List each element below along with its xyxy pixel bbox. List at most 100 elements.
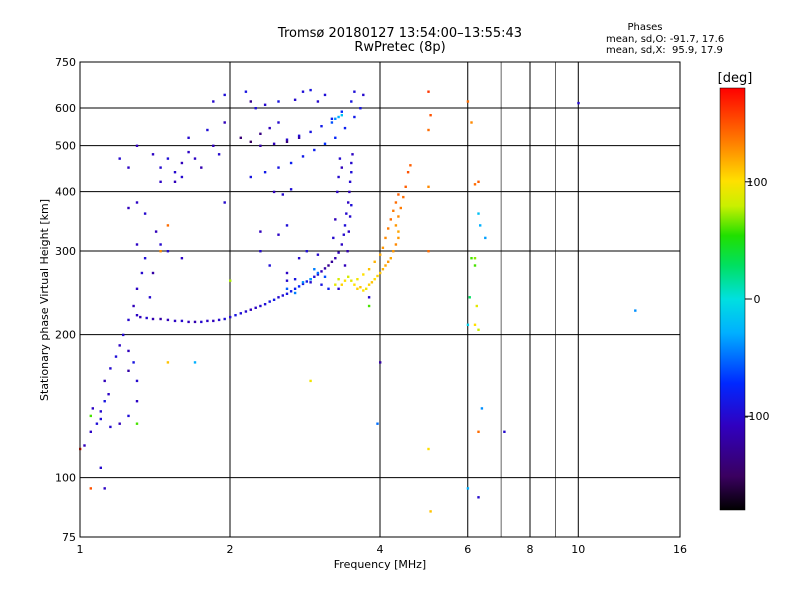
data-point — [392, 250, 395, 253]
y-tick-label: 750 — [55, 56, 76, 69]
data-point — [394, 201, 398, 204]
data-point — [577, 101, 580, 105]
data-point — [323, 267, 327, 270]
data-point — [356, 278, 359, 281]
data-point — [223, 317, 226, 321]
data-point — [301, 282, 305, 286]
data-point — [477, 212, 480, 215]
data-point — [285, 287, 289, 290]
data-point — [389, 257, 392, 260]
data-point — [429, 510, 432, 513]
data-point — [249, 100, 252, 103]
y-tick-label: 500 — [55, 140, 76, 153]
data-point — [340, 166, 343, 169]
data-points — [79, 88, 637, 513]
data-point — [223, 201, 226, 204]
data-point — [350, 161, 353, 165]
data-point — [353, 115, 356, 119]
colorbar-tick-label: 0 — [754, 293, 761, 306]
data-point — [99, 466, 102, 469]
data-point — [387, 227, 390, 230]
data-point — [320, 125, 323, 128]
data-point — [249, 308, 252, 311]
data-point — [132, 304, 135, 308]
stats-line-x: mean, sd,X: 95.9, 17.9 — [606, 45, 723, 56]
data-point — [381, 268, 385, 271]
data-point — [127, 318, 130, 322]
data-point — [427, 128, 430, 132]
data-point — [139, 315, 142, 319]
data-point — [384, 236, 387, 240]
data-point — [477, 328, 480, 331]
data-point — [337, 175, 340, 179]
data-point — [365, 287, 368, 290]
data-point — [180, 175, 184, 179]
data-point — [343, 279, 347, 282]
data-point — [394, 224, 398, 227]
data-point — [200, 166, 203, 169]
header-title-line1: Tromsø 20180127 13:54:00–13:55:43 — [277, 26, 523, 41]
data-point — [173, 319, 177, 323]
data-point — [268, 300, 271, 303]
data-point — [343, 264, 347, 267]
data-point — [89, 430, 92, 433]
data-point — [118, 157, 121, 160]
data-point — [473, 257, 477, 260]
data-point — [95, 422, 99, 425]
data-point — [336, 190, 339, 194]
data-point — [370, 281, 374, 284]
data-point — [217, 318, 221, 322]
data-point — [135, 243, 139, 246]
data-point — [285, 279, 289, 282]
x-tick-label: 16 — [673, 543, 687, 556]
data-point — [334, 257, 337, 260]
plot-frame — [79, 61, 681, 538]
data-point — [429, 114, 432, 117]
data-point — [373, 278, 376, 281]
data-point — [376, 422, 379, 425]
y-tick-label: 600 — [55, 102, 76, 115]
data-point — [313, 268, 316, 271]
data-point — [353, 283, 356, 286]
data-point — [285, 271, 289, 275]
data-point — [347, 201, 350, 204]
data-point — [427, 250, 430, 253]
data-point — [470, 121, 473, 124]
data-point — [466, 100, 470, 103]
data-point — [293, 278, 297, 281]
y-tick-label: 200 — [55, 329, 76, 342]
data-point — [402, 195, 405, 199]
data-point — [285, 224, 289, 227]
data-point — [337, 278, 340, 281]
colorbar-tick-label: 100 — [747, 176, 768, 189]
colorbar-ticks: 100 0 -100 — [745, 176, 770, 423]
data-point — [340, 110, 343, 113]
data-point — [159, 250, 162, 253]
data-point — [367, 283, 371, 286]
data-point — [135, 144, 139, 147]
colorbar-tick-label: -100 — [745, 410, 770, 423]
data-point — [362, 273, 365, 276]
data-point — [166, 250, 170, 253]
data-point — [379, 361, 382, 364]
data-point — [337, 287, 340, 290]
data-point — [272, 142, 276, 145]
data-point — [301, 155, 305, 158]
data-point — [345, 212, 348, 215]
data-point — [334, 136, 337, 139]
data-point — [327, 287, 330, 290]
data-point — [135, 379, 139, 383]
data-point — [350, 171, 353, 174]
data-point — [263, 171, 267, 174]
data-point — [359, 107, 362, 110]
data-point — [348, 215, 352, 218]
data-point — [404, 185, 407, 188]
data-point — [330, 260, 334, 263]
data-point — [173, 180, 177, 183]
data-point — [83, 444, 86, 447]
data-point — [166, 224, 170, 227]
data-point — [473, 264, 477, 267]
data-point — [340, 243, 343, 246]
colorbar — [719, 87, 746, 511]
data-point — [337, 115, 340, 119]
